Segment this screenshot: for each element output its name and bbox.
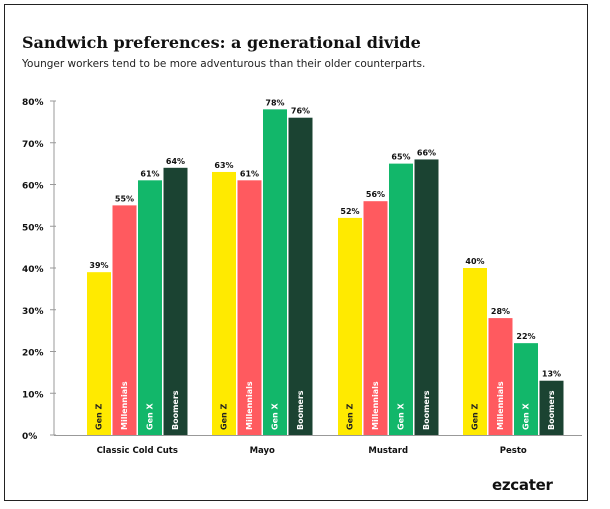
y-tick-label: 10% — [22, 390, 44, 400]
data-label: 78% — [265, 98, 284, 107]
y-axis: 0% 10% 20% 30% 40% 50% 60% 70% 80% — [22, 98, 56, 442]
bar — [514, 343, 538, 435]
bar — [263, 109, 287, 435]
y-tick-label: 80% — [22, 98, 44, 108]
bar — [389, 163, 413, 435]
series-label: Gen Z — [95, 404, 104, 430]
series-label: Boomers — [547, 390, 556, 430]
series-label: Boomers — [171, 390, 180, 430]
data-label: 40% — [465, 257, 484, 266]
y-tick-label: 0% — [22, 432, 37, 442]
series-label: Gen Z — [346, 404, 355, 430]
bar — [414, 159, 439, 435]
x-tick-label: Mayo — [250, 446, 275, 456]
y-tick-label: 30% — [22, 307, 44, 317]
data-label: 52% — [340, 207, 359, 216]
data-label: 55% — [115, 194, 134, 203]
data-label: 28% — [491, 307, 510, 316]
series-label: Gen Z — [471, 404, 480, 430]
data-label: 61% — [140, 169, 159, 178]
ezcater-logo: ezcater — [492, 476, 553, 494]
series-label: Boomers — [296, 390, 305, 430]
series-label: Millennials — [496, 381, 505, 430]
data-label: 56% — [366, 190, 385, 199]
bar — [363, 201, 388, 435]
bar — [112, 205, 137, 435]
chart-title: Sandwich preferences: a generational div… — [22, 33, 421, 52]
y-tick-label: 50% — [22, 223, 44, 233]
x-tick-label: Mustard — [368, 446, 408, 456]
bar — [237, 180, 262, 435]
x-tick-label: Pesto — [500, 446, 527, 456]
bar-groups: 39% Gen Z 55% Millennials 61% Gen X 64% Boomers… — [87, 98, 564, 436]
bar — [163, 167, 188, 436]
bar-group-pesto: 40% Gen Z 28% Millennials 22% Gen X 13% Boomers — [463, 257, 564, 435]
data-label: 66% — [417, 148, 436, 157]
bar — [138, 180, 162, 435]
data-label: 39% — [89, 261, 108, 270]
bar-group-classic-cold-cuts: 39% Gen Z 55% Millennials 61% Gen X 64% Boomers — [87, 157, 188, 436]
bar — [288, 117, 313, 435]
data-label: 63% — [214, 161, 233, 170]
bar — [87, 272, 111, 435]
y-tick-label: 60% — [22, 182, 44, 192]
bar-group-mustard: 52% Gen Z 56% Millennials 65% Gen X 66% Boomers — [338, 148, 439, 435]
y-tick-label: 70% — [22, 140, 44, 150]
series-label: Gen Z — [220, 404, 229, 430]
bar — [338, 217, 362, 435]
bar — [212, 171, 236, 435]
y-tick-label: 20% — [22, 349, 44, 359]
data-label: 64% — [166, 157, 185, 166]
series-label: Gen X — [522, 403, 531, 430]
series-label: Millennials — [120, 381, 129, 430]
x-tick-label: Classic Cold Cuts — [97, 446, 178, 456]
bar-group-mayo: 63% Gen Z 61% Millennials 78% Gen X 76% Boomers — [212, 98, 313, 435]
data-label: 76% — [291, 107, 310, 116]
y-tick-label: 40% — [22, 265, 44, 275]
data-label: 65% — [391, 153, 410, 162]
data-label: 13% — [542, 370, 561, 379]
series-label: Gen X — [146, 403, 155, 430]
chart-subtitle: Younger workers tend to be more adventur… — [22, 58, 426, 70]
data-label: 22% — [516, 332, 535, 341]
x-axis: Classic Cold Cuts Mayo Mustard Pesto — [54, 435, 582, 456]
series-label: Millennials — [245, 381, 254, 430]
bar — [539, 380, 564, 435]
bar — [488, 318, 513, 435]
series-label: Millennials — [371, 381, 380, 430]
series-label: Gen X — [271, 403, 280, 430]
data-label: 61% — [240, 169, 259, 178]
series-label: Boomers — [422, 390, 431, 430]
series-label: Gen X — [397, 403, 406, 430]
bar — [463, 268, 487, 435]
